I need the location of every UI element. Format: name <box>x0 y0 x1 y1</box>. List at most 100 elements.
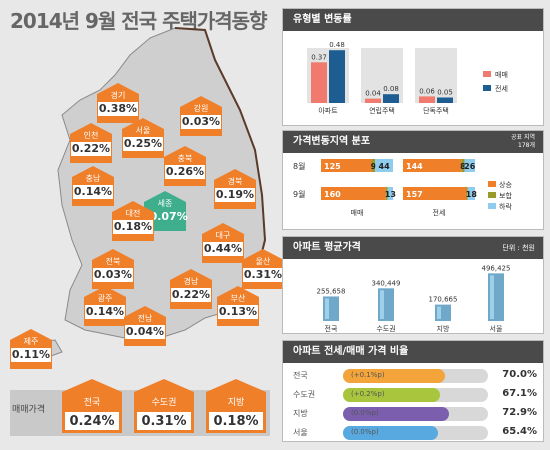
category-label: 지방 <box>437 324 450 333</box>
region-value: 0.18% <box>113 220 153 234</box>
ratio-value: 70.0% <box>502 369 537 380</box>
category-label: 단독주택 <box>423 106 449 115</box>
ratio-row: 서울 (0.0%p) 65.4% <box>283 424 545 442</box>
house-shape-icon <box>206 379 266 433</box>
column-label: 전세 <box>433 208 446 217</box>
ratio-region: 수도권 <box>293 390 316 399</box>
building-highlight <box>437 306 441 319</box>
summary-name: 지방 <box>227 398 245 408</box>
building-highlight <box>325 298 329 319</box>
building-highlight <box>490 275 494 319</box>
region-name: 전남 <box>137 314 153 323</box>
stack-segment <box>403 187 467 200</box>
region-name: 인천 <box>83 131 99 140</box>
price-label: 496,425 <box>482 264 511 272</box>
bar-value-label: 0.08 <box>383 85 399 93</box>
region-name: 세종 <box>157 199 173 208</box>
row-label: 8월 <box>293 161 305 171</box>
region-name: 경기 <box>110 91 126 100</box>
korea-coast-line <box>174 27 267 269</box>
panel-jeonse-ratio: 아파트 전세/매매 가격 비율 전국 (+0.1%p) 70.0% 수도권 (+0… <box>282 340 544 442</box>
ratio-change: (0.0%p) <box>351 428 379 436</box>
region-marker: 인천 0.22% <box>68 122 114 164</box>
ratio-fill <box>343 426 438 440</box>
region-value: 0.14% <box>85 305 125 319</box>
category-label: 전국 <box>325 324 338 333</box>
region-marker: 광주 0.14% <box>82 285 128 327</box>
region-value: 0.38% <box>98 102 138 116</box>
ratio-fill <box>343 369 445 383</box>
legend-label: 보합 <box>499 191 512 200</box>
region-name: 서울 <box>135 126 151 135</box>
ratio-track: (0.0%p) <box>343 426 488 440</box>
page-title: 2014년 9월 전국 주택가격동향 <box>10 9 267 33</box>
panel-region-distribution-header: 가격변동지역 분포 공표 지역 178개 <box>283 131 543 153</box>
summary-value: 0.18% <box>213 414 259 429</box>
ratio-region: 전국 <box>293 371 308 380</box>
category-label: 연립주택 <box>369 106 395 115</box>
bar <box>437 97 453 103</box>
legend-swatch <box>488 203 496 209</box>
panel-apartment-price: 아파트 평균가격 단위 : 천원 255,658 전국 340,449 수도권 170,… <box>282 236 544 334</box>
legend-swatch <box>483 85 491 91</box>
region-value: 0.44% <box>203 242 243 256</box>
region-value: 0.22% <box>171 288 211 302</box>
segment-label: 157 <box>406 190 423 199</box>
segment-label: 125 <box>324 162 341 171</box>
summary-value: 0.24% <box>69 414 115 429</box>
region-name: 전북 <box>105 257 121 266</box>
ratio-fill <box>343 388 441 402</box>
panel-apartment-price-title: 아파트 평균가격 <box>293 242 361 253</box>
region-value: 0.14% <box>73 185 113 199</box>
summary-value: 0.31% <box>141 414 187 429</box>
summary-box: 전국 0.24% <box>60 378 124 434</box>
ratio-change: (+0.1%p) <box>351 371 385 379</box>
note-line-2: 178개 <box>518 142 535 149</box>
legend-label: 상승 <box>499 180 512 189</box>
region-marker: 제주 0.11% <box>8 328 54 370</box>
panel-region-distribution: 가격변동지역 분포 공표 지역 178개 8월 9월 125 9 44 144 8 26 160 1… <box>282 130 544 230</box>
apartment-price-chart: 255,658 전국 340,449 수도권 170,665 지방 496,425 서울 <box>317 264 511 333</box>
house-shape-icon <box>144 191 186 231</box>
summary-box: 수도권 0.31% <box>132 378 196 434</box>
region-name: 경북 <box>227 177 243 186</box>
bar-value-label: 0.06 <box>419 87 435 95</box>
region-name: 대구 <box>215 231 231 240</box>
ratio-track: (0.0%p) <box>343 407 488 421</box>
summary-box: 지방 0.18% <box>204 378 268 434</box>
house-shape-icon <box>134 379 194 433</box>
bar <box>311 62 327 103</box>
region-name: 제주 <box>23 337 39 346</box>
bar <box>329 50 345 103</box>
ratio-track: (+0.1%p) <box>343 369 488 383</box>
region-value: 0.04% <box>125 325 165 339</box>
region-marker: 경기 0.38% <box>95 82 141 124</box>
legend-label: 전세 <box>495 84 508 93</box>
region-value: 0.11% <box>11 348 51 362</box>
stack-segment <box>371 159 376 172</box>
house-shape-icon <box>62 379 122 433</box>
stack-segment <box>466 187 468 200</box>
region-name: 충남 <box>85 174 101 183</box>
stack-segment <box>467 187 475 200</box>
region-value: 0.26% <box>165 165 205 179</box>
region-marker: 전북 0.03% <box>90 248 136 290</box>
bar <box>383 94 399 103</box>
stack-segment <box>461 159 465 172</box>
region-value: 0.13% <box>218 305 258 319</box>
region-value: 0.03% <box>93 268 133 282</box>
ratio-region: 지방 <box>293 409 308 418</box>
summary-name: 전국 <box>83 398 101 408</box>
bar-value-label: 0.05 <box>437 89 453 97</box>
region-marker: 부산 0.13% <box>215 285 261 327</box>
ratio-value: 65.4% <box>502 426 537 437</box>
ratio-row: 전국 (+0.1%p) 70.0% <box>283 367 545 385</box>
bar-value-label: 0.37 <box>311 53 327 61</box>
note-line-1: 공표 지역 <box>511 134 535 141</box>
row-label: 9월 <box>293 189 305 199</box>
stack-segment <box>385 187 388 200</box>
region-marker: 울산 0.31% <box>240 248 286 290</box>
region-marker: 전남 0.04% <box>122 305 168 347</box>
region-marker: 충북 0.26% <box>162 145 208 187</box>
